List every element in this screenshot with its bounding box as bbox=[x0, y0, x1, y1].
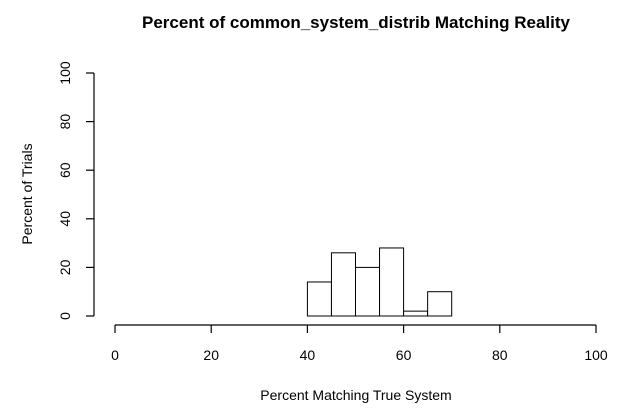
bars-layer bbox=[306, 247, 453, 317]
x-tick-label: 100 bbox=[584, 347, 608, 363]
histogram-bar-5 bbox=[427, 291, 453, 317]
histogram-bar-1 bbox=[330, 252, 357, 317]
y-tick-label: 20 bbox=[57, 259, 73, 275]
chart-title: Percent of common_system_distrib Matchin… bbox=[142, 13, 570, 32]
y-axis-label: Percent of Trials bbox=[19, 143, 35, 244]
x-tick-label: 80 bbox=[492, 347, 508, 363]
x-tick-label: 60 bbox=[396, 347, 412, 363]
y-tick-label: 40 bbox=[57, 211, 73, 227]
x-axis: 0 20 40 60 80 100 bbox=[111, 324, 608, 363]
histogram-bar-2 bbox=[355, 266, 381, 317]
histogram-bar-4 bbox=[403, 310, 429, 317]
x-tick-label: 0 bbox=[111, 347, 119, 363]
y-tick-label: 80 bbox=[57, 114, 73, 130]
x-tick-label: 40 bbox=[300, 347, 316, 363]
histogram-bar-3 bbox=[379, 247, 405, 317]
y-tick-label: 0 bbox=[57, 312, 73, 320]
y-tick-label: 100 bbox=[57, 61, 73, 85]
x-tick-label: 20 bbox=[203, 347, 219, 363]
x-axis-label: Percent Matching True System bbox=[260, 387, 451, 403]
histogram-bar-0 bbox=[306, 281, 332, 317]
y-tick-label: 60 bbox=[57, 162, 73, 178]
y-axis: 0 20 40 60 80 100 bbox=[57, 61, 95, 320]
